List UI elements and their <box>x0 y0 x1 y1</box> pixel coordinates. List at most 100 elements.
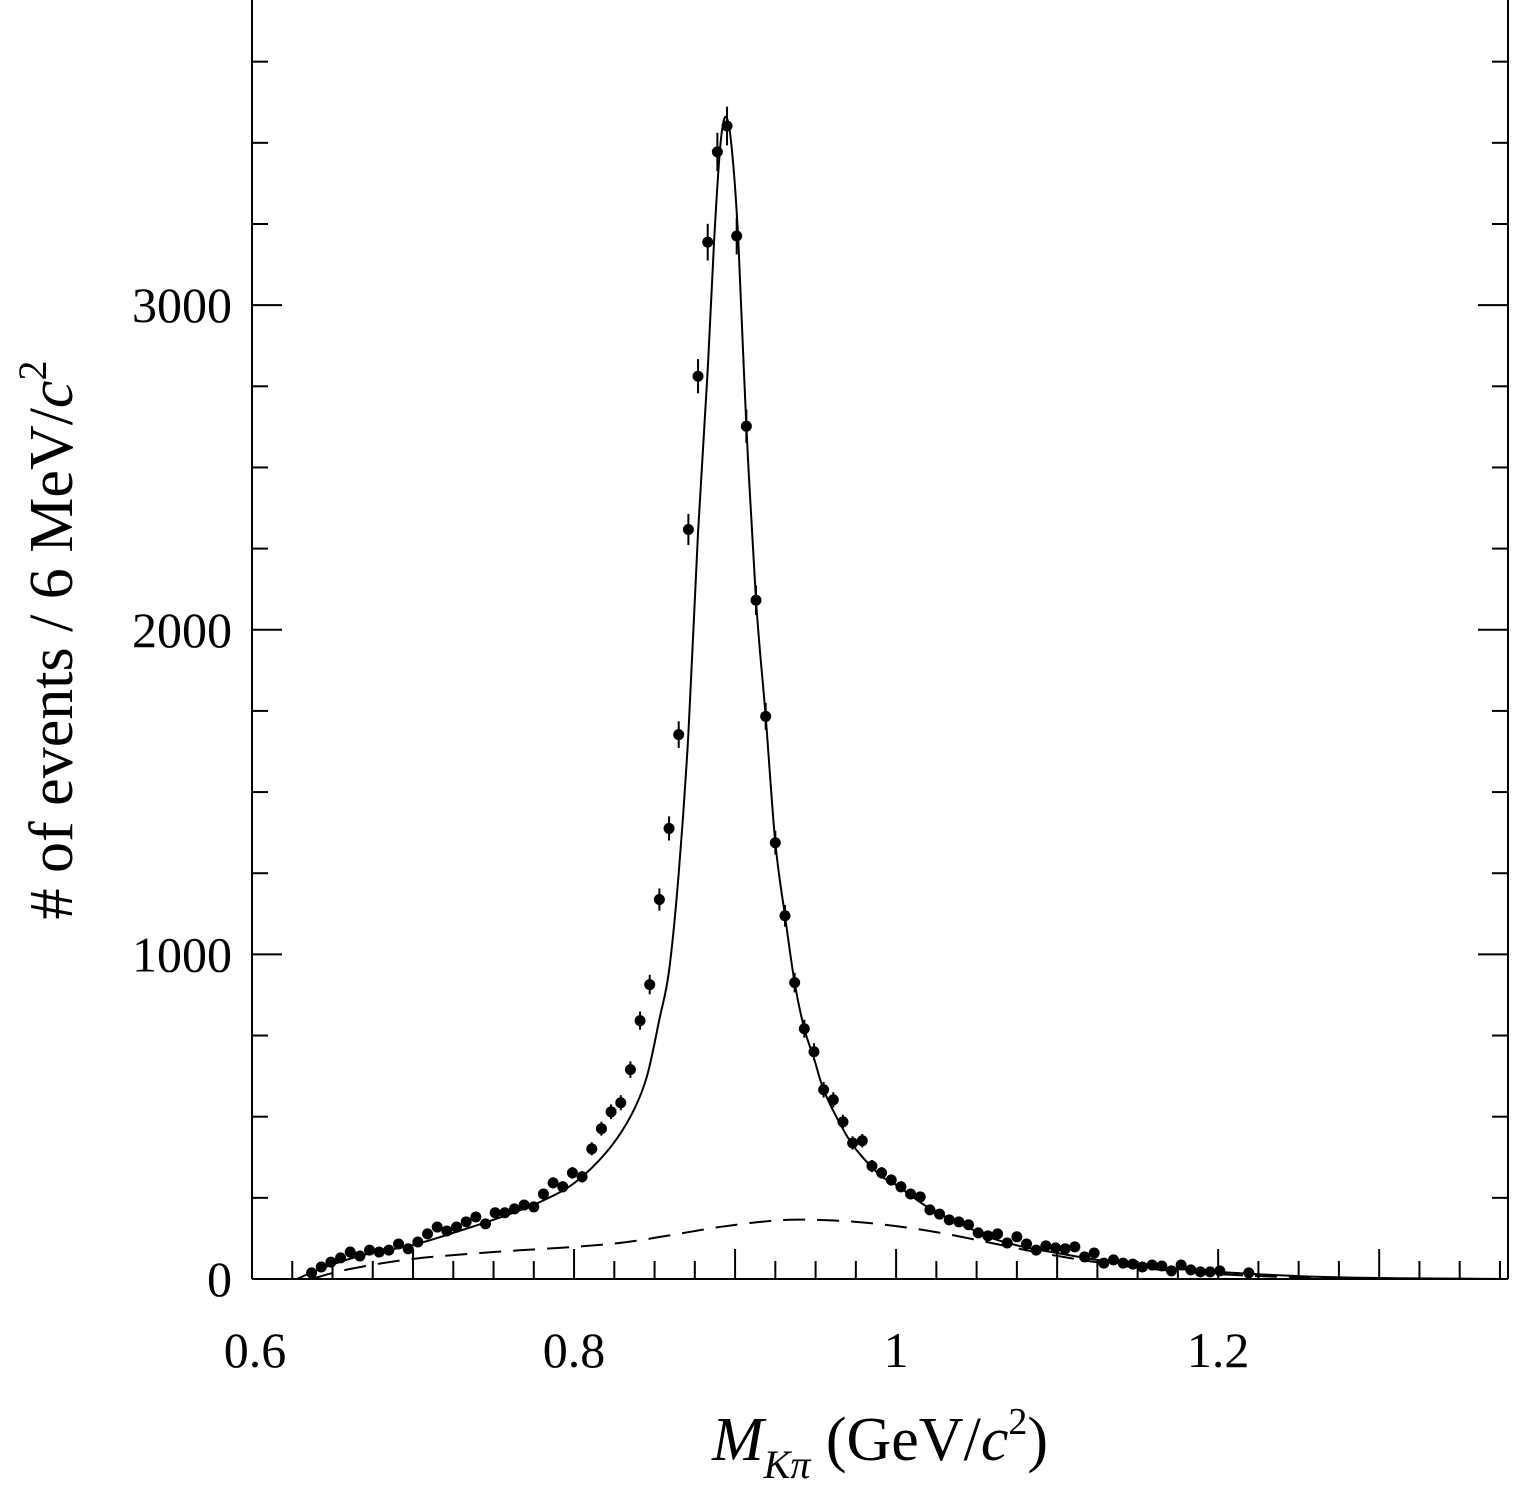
background-curve <box>311 1218 1509 1280</box>
data-point <box>1069 1241 1081 1253</box>
data-point <box>605 1106 617 1118</box>
data-point <box>692 370 704 382</box>
data-point <box>1001 1237 1013 1249</box>
data-point <box>789 977 801 989</box>
data-point <box>837 1116 849 1128</box>
data-point <box>682 523 694 535</box>
x-tick-labels: 0.6 0.8 1 1.2 <box>224 1322 1250 1378</box>
y-tick-label: 0 <box>207 1251 232 1307</box>
data-point <box>595 1123 607 1135</box>
data-point <box>1079 1251 1091 1263</box>
data-point <box>808 1046 820 1058</box>
data-point <box>1050 1242 1062 1254</box>
data-point <box>847 1137 859 1149</box>
data-point <box>1136 1261 1148 1273</box>
data-point <box>451 1221 463 1233</box>
data-point <box>876 1167 888 1179</box>
data-point <box>306 1267 318 1279</box>
data-point <box>963 1219 975 1231</box>
data-point <box>325 1256 337 1268</box>
data-point <box>1030 1244 1042 1256</box>
data-point <box>663 822 675 834</box>
data-point <box>624 1064 636 1076</box>
data-point <box>460 1216 472 1228</box>
data-point <box>914 1191 926 1203</box>
data-point <box>827 1094 839 1106</box>
data-point <box>673 729 685 741</box>
data-point <box>373 1246 385 1258</box>
data-point <box>315 1261 327 1273</box>
data-point <box>1107 1254 1119 1266</box>
data-point <box>779 910 791 922</box>
y-tick-label: 1000 <box>132 926 232 982</box>
fit-curves <box>296 115 1509 1280</box>
data-point <box>547 1177 559 1189</box>
data-point <box>354 1250 366 1262</box>
data-point <box>644 979 656 991</box>
data-point <box>653 894 665 906</box>
data-point <box>479 1218 491 1230</box>
data-point <box>364 1244 376 1256</box>
data-point <box>557 1181 569 1193</box>
x-title-main: M <box>711 1406 767 1474</box>
data-point <box>731 230 743 242</box>
x-tick-label: 0.6 <box>224 1322 287 1378</box>
data-point <box>924 1204 936 1216</box>
data-point <box>508 1203 520 1215</box>
data-point <box>470 1211 482 1223</box>
data-point <box>1098 1257 1110 1269</box>
data-point <box>721 120 733 132</box>
y-title-c: c <box>18 381 86 409</box>
data-point <box>499 1207 511 1219</box>
data-point <box>528 1201 540 1213</box>
fit-curve <box>296 115 1509 1280</box>
data-point <box>412 1236 424 1248</box>
x-title-sup: 2 <box>1008 1401 1027 1443</box>
data-point <box>566 1167 578 1179</box>
data-point <box>344 1246 356 1258</box>
data-point <box>769 837 781 849</box>
data-point <box>402 1243 414 1255</box>
data-point <box>798 1023 810 1035</box>
data-points <box>306 106 1255 1279</box>
y-tick-labels: 0 1000 2000 3000 <box>132 277 232 1307</box>
data-point <box>982 1230 994 1242</box>
data-point <box>1165 1265 1177 1277</box>
data-point <box>431 1221 443 1233</box>
y-tick-label: 3000 <box>132 277 232 333</box>
data-point <box>335 1252 347 1264</box>
data-point <box>441 1225 453 1237</box>
data-point <box>1175 1259 1187 1271</box>
y-title-sup: 2 <box>10 361 55 381</box>
data-point <box>885 1174 897 1186</box>
data-point <box>711 146 723 158</box>
data-point <box>740 420 752 432</box>
data-point <box>750 594 762 606</box>
data-point <box>1117 1257 1129 1269</box>
data-point <box>1185 1264 1197 1276</box>
data-point <box>1040 1240 1052 1252</box>
data-point <box>489 1207 501 1219</box>
data-point <box>1021 1238 1033 1250</box>
data-point <box>866 1160 878 1172</box>
data-point <box>943 1214 955 1226</box>
data-point <box>518 1199 530 1211</box>
plot-frame <box>251 0 1509 1280</box>
y-title-main: # of events / 6 MeV/ <box>18 407 86 919</box>
x-axis-title: MKπ (GeV/c2) <box>711 1401 1048 1487</box>
data-point <box>1011 1231 1023 1243</box>
data-point <box>953 1216 965 1228</box>
x-title-rest: (GeV/ <box>810 1406 981 1474</box>
x-title-close: ) <box>1027 1406 1048 1474</box>
data-point <box>992 1228 1004 1240</box>
data-point <box>1214 1265 1226 1277</box>
data-point <box>422 1228 434 1240</box>
x-tick-label: 0.8 <box>543 1322 606 1378</box>
data-point <box>1156 1260 1168 1272</box>
data-point <box>760 710 772 722</box>
data-point <box>1204 1266 1216 1278</box>
y-axis-title: # of events / 6 MeV/c2 <box>10 361 86 920</box>
data-point <box>1194 1266 1206 1278</box>
data-point <box>576 1171 588 1183</box>
